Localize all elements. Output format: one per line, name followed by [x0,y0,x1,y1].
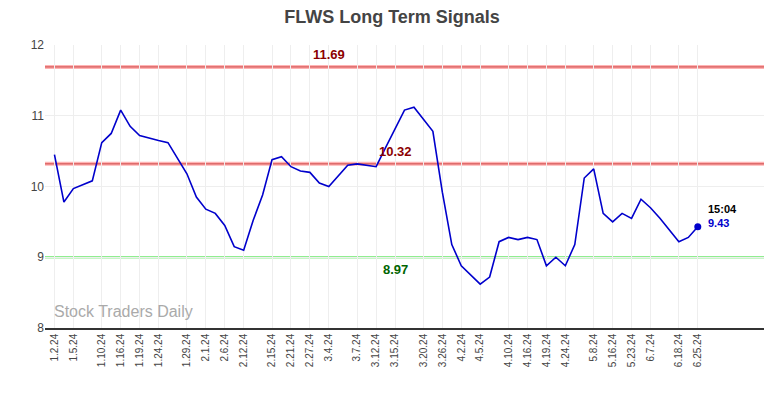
svg-text:10: 10 [31,180,45,194]
svg-text:5.16.24: 5.16.24 [607,333,618,367]
svg-text:3.12.24: 3.12.24 [370,333,381,367]
svg-text:3.4.24: 3.4.24 [323,333,334,361]
svg-text:8.97: 8.97 [383,262,408,277]
svg-text:1.5.24: 1.5.24 [68,333,79,361]
svg-text:9.43: 9.43 [708,217,729,229]
svg-text:4.24.24: 4.24.24 [560,333,571,367]
svg-text:6.25.24: 6.25.24 [692,333,703,367]
svg-text:5.8.24: 5.8.24 [588,333,599,361]
svg-text:1.29.24: 1.29.24 [181,333,192,367]
svg-text:2.21.24: 2.21.24 [285,333,296,367]
svg-text:1.2.24: 1.2.24 [49,333,60,361]
svg-text:3.7.24: 3.7.24 [351,333,362,361]
svg-text:5.23.24: 5.23.24 [626,333,637,367]
svg-text:12: 12 [31,38,45,52]
svg-text:8: 8 [37,321,44,335]
svg-text:FLWS Long Term Signals: FLWS Long Term Signals [284,7,500,27]
svg-text:2.6.24: 2.6.24 [219,333,230,361]
svg-text:2.12.24: 2.12.24 [238,333,249,367]
svg-text:10.32: 10.32 [379,144,412,159]
svg-text:4.10.24: 4.10.24 [503,333,514,367]
svg-text:6.18.24: 6.18.24 [673,333,684,367]
svg-text:6.7.24: 6.7.24 [645,333,656,361]
svg-text:15:04: 15:04 [708,203,737,215]
svg-text:4.16.24: 4.16.24 [522,333,533,367]
svg-text:2.1.24: 2.1.24 [200,333,211,361]
svg-text:11: 11 [32,109,45,123]
svg-text:1.24.24: 1.24.24 [153,333,164,367]
svg-text:4.2.24: 4.2.24 [456,333,467,361]
svg-text:9: 9 [37,250,44,264]
svg-text:2.15.24: 2.15.24 [266,333,277,367]
svg-text:11.69: 11.69 [313,47,345,62]
svg-text:2.27.24: 2.27.24 [304,333,315,367]
svg-text:4.5.24: 4.5.24 [474,333,485,361]
svg-text:1.19.24: 1.19.24 [134,333,145,367]
svg-text:1.10.24: 1.10.24 [96,333,107,367]
svg-text:1.16.24: 1.16.24 [115,333,126,367]
svg-text:4.19.24: 4.19.24 [541,333,552,367]
svg-text:3.15.24: 3.15.24 [389,333,400,367]
svg-text:3.20.24: 3.20.24 [418,333,429,367]
svg-text:3.26.24: 3.26.24 [437,333,448,367]
svg-text:Stock Traders Daily: Stock Traders Daily [54,303,193,320]
